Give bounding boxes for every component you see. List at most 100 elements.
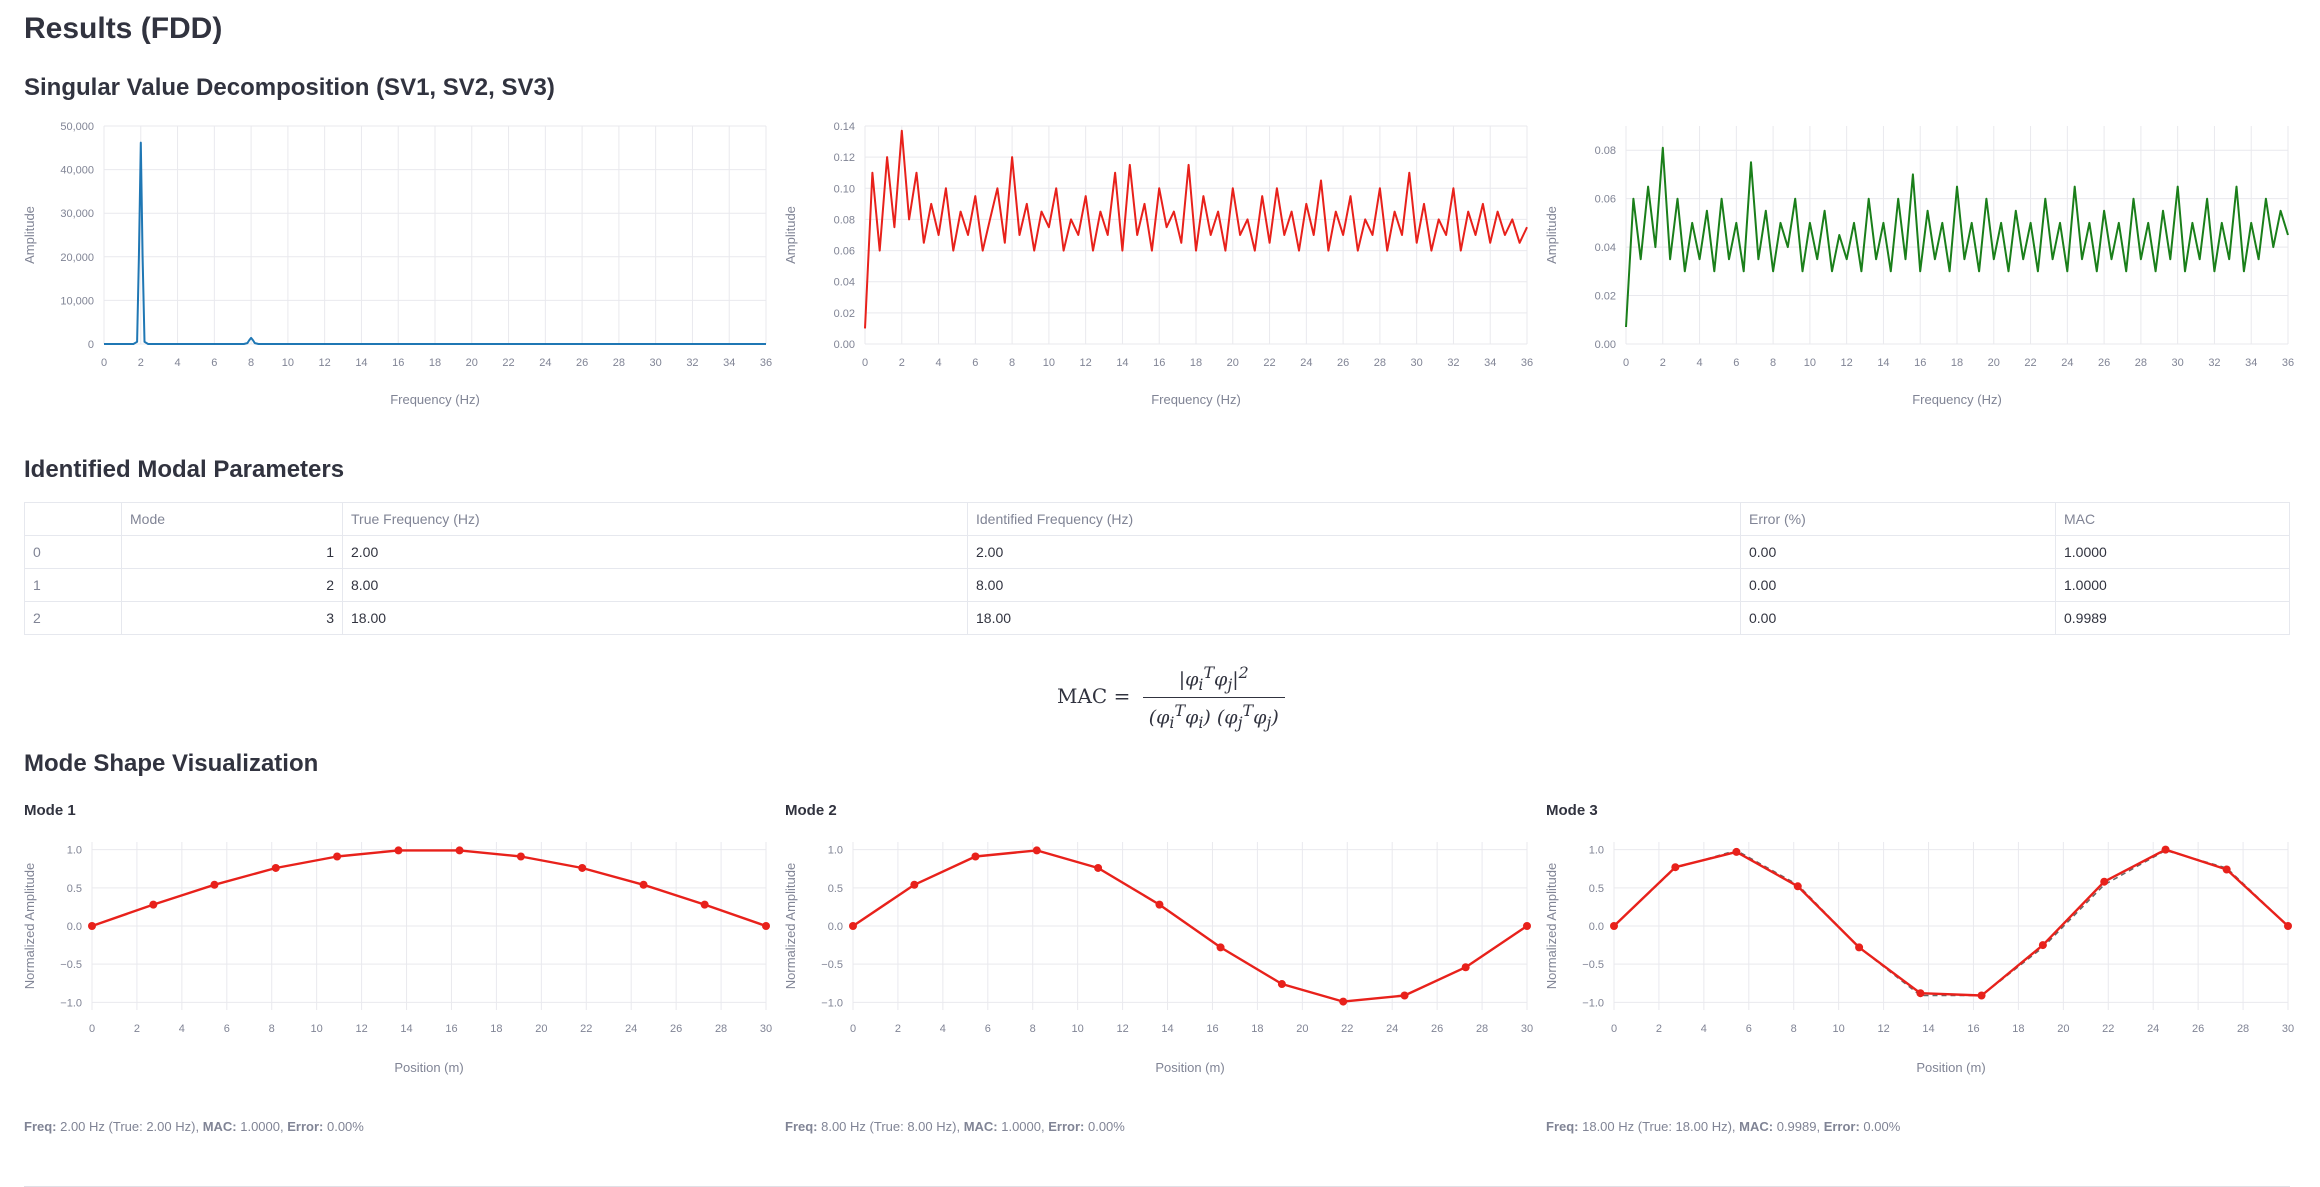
cell-index[interactable]: 2 xyxy=(24,601,122,635)
data-point[interactable] xyxy=(1523,922,1531,930)
x-tick-label: 8 xyxy=(248,357,254,369)
x-tick-label: 4 xyxy=(940,1023,946,1035)
cell-mode[interactable]: 2 xyxy=(121,568,343,602)
cell-mac[interactable]: 1.0000 xyxy=(2055,568,2290,602)
mode3-chart[interactable]: 0 2 4 6 8 10 12 14 16 18 20 22 24 26 28 30 −1.0 −0.5 0.0 0.… xyxy=(1544,830,2294,1080)
x-tick-label: 10 xyxy=(1043,357,1055,369)
data-point[interactable] xyxy=(1732,847,1741,856)
col-index[interactable] xyxy=(24,502,122,536)
data-point[interactable] xyxy=(2161,845,2170,854)
cell-identified-frequency[interactable]: 2.00 xyxy=(967,535,1741,569)
x-tick-label: 4 xyxy=(179,1023,185,1035)
grid xyxy=(864,125,1528,345)
data-point[interactable] xyxy=(394,846,403,855)
data-point[interactable] xyxy=(1339,997,1348,1006)
data-point[interactable] xyxy=(2284,922,2292,930)
series-line[interactable] xyxy=(852,849,1528,1003)
data-point[interactable] xyxy=(1916,989,1925,998)
data-point[interactable] xyxy=(516,852,525,861)
cell-true-frequency[interactable]: 2.00 xyxy=(342,535,968,569)
cell-error[interactable]: 0.00 xyxy=(1740,601,2056,635)
series-line[interactable] xyxy=(1613,848,2289,997)
data-point[interactable] xyxy=(1977,991,1986,1000)
series-line[interactable] xyxy=(1625,146,2289,328)
data-point[interactable] xyxy=(271,863,280,872)
table-row: 0 1 2.00 2.00 0.00 1.0000 xyxy=(24,535,2290,569)
mode1-chart[interactable]: 0 2 4 6 8 10 12 14 16 18 20 22 24 26 28 30 −1.0 −0.5 0.0 0.… xyxy=(22,830,772,1080)
cell-mac[interactable]: 1.0000 xyxy=(2055,535,2290,569)
data-point[interactable] xyxy=(333,852,342,861)
series-line[interactable] xyxy=(104,141,766,345)
cell-error[interactable]: 0.00 xyxy=(1740,535,2056,569)
data-point[interactable] xyxy=(762,922,770,930)
sv3-chart[interactable]: 0 2 4 6 8 10 12 14 16 18 20 22 24 26 28 30 32 34 36 0.00 0.0… xyxy=(1544,112,2294,412)
data-point[interactable] xyxy=(971,852,980,861)
data-point[interactable] xyxy=(700,900,709,909)
data-point[interactable] xyxy=(1461,963,1470,972)
data-point[interactable] xyxy=(1216,943,1225,952)
mode2-chart[interactable]: 0 2 4 6 8 10 12 14 16 18 20 22 24 26 28 30 −1.0 −0.5 0.0 0.… xyxy=(783,830,1533,1080)
y-tick-label: 0.02 xyxy=(834,308,855,320)
data-point[interactable] xyxy=(455,846,464,855)
col-error[interactable]: Error (%) xyxy=(1740,502,2056,536)
cell-identified-frequency[interactable]: 18.00 xyxy=(967,601,1741,635)
data-point[interactable] xyxy=(1032,846,1041,855)
x-tick-label: 6 xyxy=(1746,1023,1752,1035)
reference-line[interactable] xyxy=(1613,849,2289,997)
mac-formula: MAC = |φiTφj|2 (φiTφi) (φjTφj) xyxy=(1057,663,1285,732)
modal-parameters-table[interactable]: Mode True Frequency (Hz) Identified Freq… xyxy=(24,502,2290,635)
series-line[interactable] xyxy=(864,129,1528,329)
x-tick-label: 18 xyxy=(1951,357,1963,369)
data-point[interactable] xyxy=(1671,863,1680,872)
data-point[interactable] xyxy=(2038,941,2047,950)
data-point[interactable] xyxy=(1793,882,1802,891)
x-tick-label: 2 xyxy=(899,357,905,369)
col-identified-frequency[interactable]: Identified Frequency (Hz) xyxy=(967,502,1741,536)
mode2-caption: Freq: 8.00 Hz (True: 8.00 Hz), MAC: 1.00… xyxy=(785,1119,1125,1134)
y-tick-label: −1.0 xyxy=(1582,997,1604,1009)
sv1-chart[interactable]: 0 2 4 6 8 10 12 14 16 18 20 22 24 26 28 30 32 34 36 0 10,000… xyxy=(22,112,772,412)
cell-true-frequency[interactable]: 8.00 xyxy=(342,568,968,602)
x-tick-label: 14 xyxy=(355,357,367,369)
page-title: Results (FDD) xyxy=(24,12,223,45)
x-tick-label: 12 xyxy=(1841,357,1853,369)
cell-mode[interactable]: 1 xyxy=(121,535,343,569)
cell-index[interactable]: 1 xyxy=(24,568,122,602)
x-axis-title: Position (m) xyxy=(394,1060,463,1075)
data-point[interactable] xyxy=(2222,865,2231,874)
col-mode[interactable]: Mode xyxy=(121,502,343,536)
cell-mac[interactable]: 0.9989 xyxy=(2055,601,2290,635)
data-point[interactable] xyxy=(1094,863,1103,872)
data-point[interactable] xyxy=(1610,922,1618,930)
cell-error[interactable]: 0.00 xyxy=(1740,568,2056,602)
data-point[interactable] xyxy=(910,880,919,889)
caption-freq-label: Freq: xyxy=(785,1119,818,1134)
data-point[interactable] xyxy=(1855,943,1864,952)
x-tick-label: 20 xyxy=(1296,1023,1308,1035)
data-point[interactable] xyxy=(1277,980,1286,989)
data-point[interactable] xyxy=(578,863,587,872)
data-point[interactable] xyxy=(1400,991,1409,1000)
sv2-chart[interactable]: 0 2 4 6 8 10 12 14 16 18 20 22 24 26 28 30 32 34 36 0.00 0.0… xyxy=(783,112,1533,412)
series-line[interactable] xyxy=(91,849,767,928)
col-true-frequency[interactable]: True Frequency (Hz) xyxy=(342,502,968,536)
cell-mode[interactable]: 3 xyxy=(121,601,343,635)
x-tick-label: 6 xyxy=(211,357,217,369)
mode1-caption: Freq: 2.00 Hz (True: 2.00 Hz), MAC: 1.00… xyxy=(24,1119,364,1134)
data-point[interactable] xyxy=(1155,900,1164,909)
data-point[interactable] xyxy=(2100,877,2109,886)
x-tick-label: 8 xyxy=(269,1023,275,1035)
cell-index[interactable]: 0 xyxy=(24,535,122,569)
cell-identified-frequency[interactable]: 8.00 xyxy=(967,568,1741,602)
data-point[interactable] xyxy=(149,900,158,909)
x-tick-label: 6 xyxy=(1733,357,1739,369)
data-point[interactable] xyxy=(639,880,648,889)
caption-error-text: 0.00% xyxy=(1859,1119,1901,1134)
y-tick-label: 0.14 xyxy=(834,121,855,133)
data-point[interactable] xyxy=(849,922,857,930)
x-tick-label: 24 xyxy=(625,1023,637,1035)
cell-true-frequency[interactable]: 18.00 xyxy=(342,601,968,635)
data-point[interactable] xyxy=(210,880,219,889)
col-mac[interactable]: MAC xyxy=(2055,502,2290,536)
data-point[interactable] xyxy=(88,922,96,930)
